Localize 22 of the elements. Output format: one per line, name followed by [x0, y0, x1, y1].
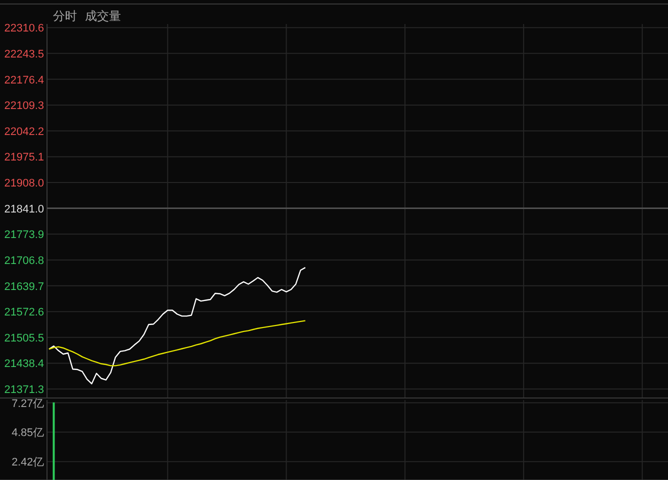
y-tick-label: 22109.3	[4, 100, 44, 112]
y-tick-label: 22243.5	[4, 48, 44, 60]
y-tick-label: 21841.0	[4, 203, 44, 216]
text: 分时	[53, 9, 77, 23]
y-tick-label: 21505.5	[4, 332, 44, 344]
line-series	[48, 320, 306, 366]
y-tick-label: 21706.8	[4, 254, 44, 267]
y-tick-label: 22042.2	[4, 126, 44, 138]
y-tick-label: 21572.6	[4, 306, 44, 319]
y-tick-label: 21975.1	[4, 152, 44, 164]
y-tick-label: 22310.6	[4, 22, 44, 35]
y-tick-label: 21639.7	[4, 280, 44, 293]
y-tick-label: 21773.9	[4, 229, 44, 242]
text: 成交量	[85, 9, 121, 23]
line-series	[48, 266, 306, 384]
y-tick-label: 21438.4	[4, 358, 44, 370]
y-tick-label: 22176.4	[4, 74, 44, 86]
y-tick-label: 4.85亿	[12, 427, 44, 440]
y-tick-label: 2.42亿	[12, 456, 44, 469]
y-tick-label: 21908.0	[4, 178, 44, 190]
y-tick-label: 7.27亿	[12, 398, 44, 410]
y-tick-label: 21371.3	[4, 384, 44, 396]
